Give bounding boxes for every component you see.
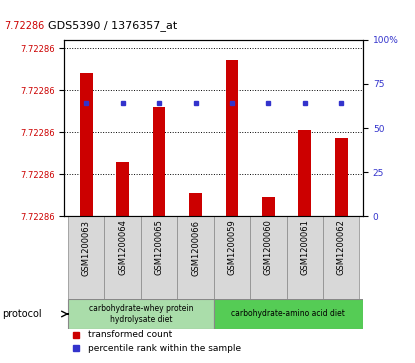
Text: carbohydrate-whey protein
hydrolysate diet: carbohydrate-whey protein hydrolysate di… <box>88 304 193 324</box>
Text: carbohydrate-amino acid diet: carbohydrate-amino acid diet <box>232 310 345 318</box>
Text: GSM1200066: GSM1200066 <box>191 220 200 276</box>
Bar <box>80 73 93 216</box>
Bar <box>262 197 275 216</box>
Text: protocol: protocol <box>2 309 42 319</box>
Text: GSM1200063: GSM1200063 <box>82 220 91 276</box>
FancyBboxPatch shape <box>287 216 323 299</box>
FancyBboxPatch shape <box>68 216 105 299</box>
FancyBboxPatch shape <box>214 216 250 299</box>
FancyBboxPatch shape <box>177 216 214 299</box>
Bar <box>335 138 348 216</box>
Text: transformed count: transformed count <box>88 330 173 339</box>
Text: GSM1200062: GSM1200062 <box>337 220 346 276</box>
FancyBboxPatch shape <box>105 216 141 299</box>
Text: GSM1200064: GSM1200064 <box>118 220 127 276</box>
Bar <box>116 162 129 216</box>
Text: GSM1200059: GSM1200059 <box>227 220 237 275</box>
FancyBboxPatch shape <box>250 216 287 299</box>
Text: GSM1200061: GSM1200061 <box>300 220 309 276</box>
Text: GDS5390 / 1376357_at: GDS5390 / 1376357_at <box>48 20 177 31</box>
Text: percentile rank within the sample: percentile rank within the sample <box>88 344 242 353</box>
Text: GSM1200060: GSM1200060 <box>264 220 273 276</box>
Text: GSM1200065: GSM1200065 <box>154 220 164 276</box>
FancyBboxPatch shape <box>214 299 363 329</box>
Bar <box>189 193 202 216</box>
FancyBboxPatch shape <box>323 216 359 299</box>
FancyBboxPatch shape <box>68 299 214 329</box>
Bar <box>153 107 166 216</box>
FancyBboxPatch shape <box>141 216 177 299</box>
Bar <box>298 130 311 216</box>
Text: 7.72286: 7.72286 <box>4 21 44 31</box>
Bar <box>226 60 238 216</box>
